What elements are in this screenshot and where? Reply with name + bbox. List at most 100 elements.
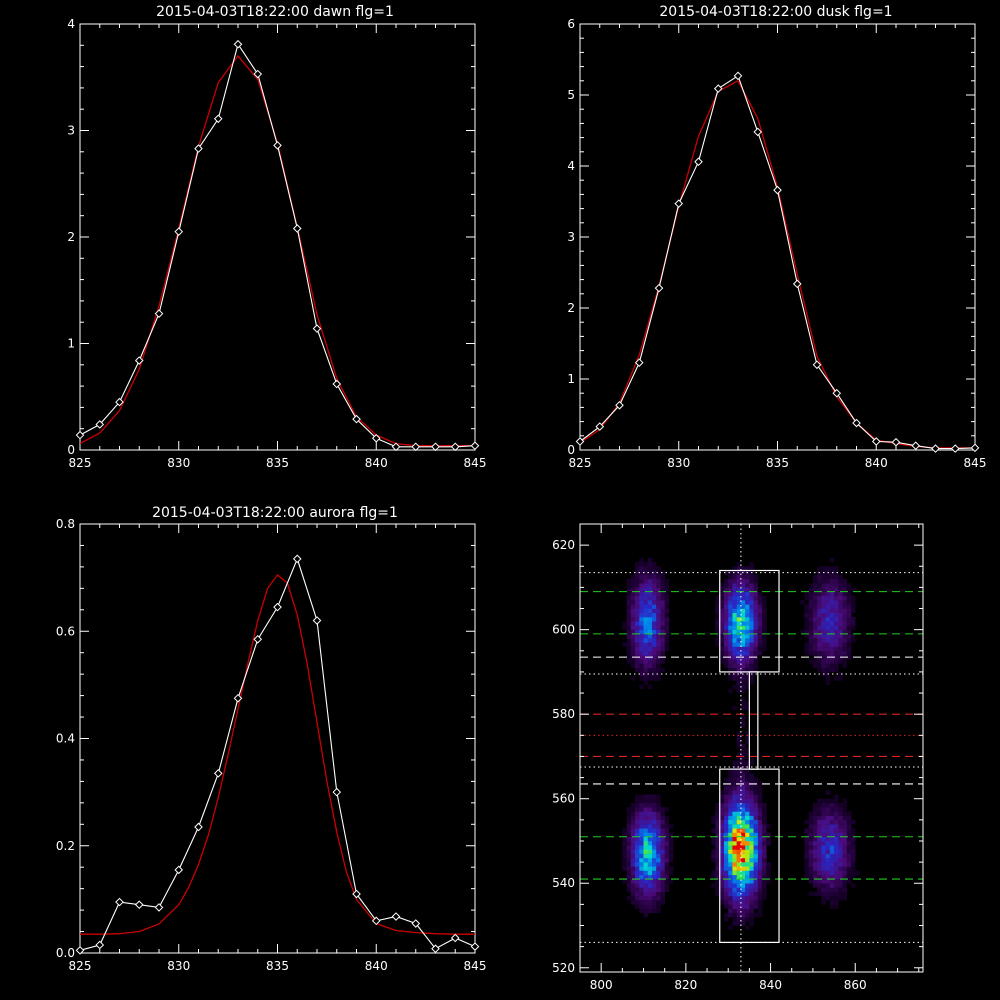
heatmap-cell	[812, 853, 818, 859]
heatmap-cell	[762, 824, 767, 829]
heatmap-cell	[740, 705, 746, 711]
heatmap-cell	[851, 595, 856, 601]
heatmap-cell	[812, 807, 818, 812]
heatmap-cell	[715, 617, 720, 622]
heatmap-cell	[728, 845, 733, 850]
heatmap-cell	[740, 917, 746, 922]
heatmap-cell	[753, 811, 759, 816]
heatmap-cell	[745, 752, 750, 757]
heatmap-cell	[656, 604, 661, 609]
heatmap-cell	[647, 895, 653, 901]
heatmap-cell	[626, 807, 632, 812]
dusk-xtick-label: 830	[667, 456, 690, 470]
aurora-data-point	[194, 822, 203, 832]
heatmap-cell	[753, 646, 759, 652]
heatmap-cell	[740, 642, 746, 647]
heatmap-cell	[647, 849, 653, 854]
heatmap-cell	[719, 612, 725, 618]
heatmap-cell	[630, 578, 636, 584]
heatmap-cell	[656, 595, 661, 601]
dusk-data-point	[674, 199, 684, 208]
heatmap-cell	[647, 811, 653, 816]
heatmap-cell	[626, 617, 632, 622]
heatmap-cell	[757, 595, 763, 601]
heatmap-cell	[745, 655, 750, 660]
heatmap-cell	[639, 663, 644, 668]
heatmap-cell	[821, 836, 826, 842]
heatmap-cell	[838, 849, 843, 854]
heatmap-cell	[762, 853, 767, 859]
heatmap-cell	[834, 621, 839, 626]
heatmap-cell	[804, 612, 809, 618]
heatmap-cell	[626, 633, 632, 639]
heatmap-cell	[660, 583, 665, 588]
heatmap-cell	[719, 891, 725, 897]
heatmap-cell	[635, 794, 640, 799]
heatmap-cell	[740, 667, 746, 673]
image-xtick-label: 840	[759, 978, 782, 992]
heatmap-cell	[643, 642, 648, 647]
heatmap-cell	[753, 900, 759, 905]
heatmap-cell	[842, 891, 847, 897]
heatmap-cell	[736, 841, 742, 846]
heatmap-cell	[639, 604, 644, 609]
heatmap-cell	[749, 583, 754, 588]
dawn-data-point	[194, 144, 203, 153]
heatmap-cell	[753, 912, 759, 918]
heatmap-cell	[660, 824, 665, 829]
heatmap-cell	[732, 811, 737, 816]
dusk-data-point	[950, 444, 960, 453]
heatmap-cell	[719, 591, 725, 597]
heatmap-cell	[740, 836, 746, 842]
heatmap-cell	[808, 832, 814, 837]
heatmap-cell	[745, 802, 750, 808]
heatmap-cell	[724, 794, 729, 799]
heatmap-cell	[808, 866, 814, 871]
heatmap-cell	[656, 908, 661, 914]
heatmap-cell	[812, 879, 818, 884]
heatmap-cell	[660, 625, 665, 630]
heatmap-cell	[842, 815, 847, 821]
heatmap-cell	[664, 832, 670, 837]
heatmap-cell	[821, 815, 826, 821]
heatmap-cell	[757, 786, 763, 791]
heatmap-cell	[656, 629, 661, 635]
heatmap-cell	[652, 811, 657, 816]
heatmap-cell	[647, 819, 653, 825]
heatmap-cell	[736, 832, 742, 837]
heatmap-cell	[846, 655, 852, 660]
heatmap-cell	[757, 633, 763, 639]
heatmap-cell	[749, 883, 754, 888]
heatmap-cell	[652, 879, 657, 884]
heatmap-cell	[643, 807, 648, 812]
heatmap-cell	[724, 891, 729, 897]
heatmap-cell	[762, 608, 767, 613]
heatmap-cell	[732, 646, 737, 652]
heatmap-cell	[736, 756, 742, 761]
heatmap-cell	[652, 883, 657, 888]
heatmap-cell	[745, 845, 750, 850]
heatmap-cell	[715, 845, 720, 850]
heatmap-cell	[757, 629, 763, 635]
heatmap-cell	[736, 836, 742, 842]
heatmap-cell	[728, 866, 733, 871]
heatmap-cell	[740, 798, 746, 804]
heatmap-cell	[656, 638, 661, 643]
dusk-spectrum-panel: 2015-04-03T18:22:00 dusk flg=1 825 830 835…	[567, 4, 986, 470]
heatmap-cell	[711, 841, 716, 846]
heatmap-cell	[724, 617, 729, 622]
heatmap-cell	[715, 857, 720, 863]
heatmap-cell	[647, 604, 653, 609]
heatmap-cell	[728, 904, 733, 909]
heatmap-cell	[817, 659, 822, 664]
heatmap-cell	[660, 874, 665, 880]
heatmap-cell	[656, 824, 661, 829]
heatmap-cell	[851, 828, 856, 833]
heatmap-cell	[834, 655, 839, 660]
heatmap-cell	[652, 794, 657, 799]
heatmap-cell	[812, 604, 818, 609]
heatmap-cell	[825, 883, 831, 888]
heatmap-cell	[668, 841, 674, 846]
heatmap-cell	[630, 895, 636, 901]
heatmap-cell	[724, 895, 729, 901]
